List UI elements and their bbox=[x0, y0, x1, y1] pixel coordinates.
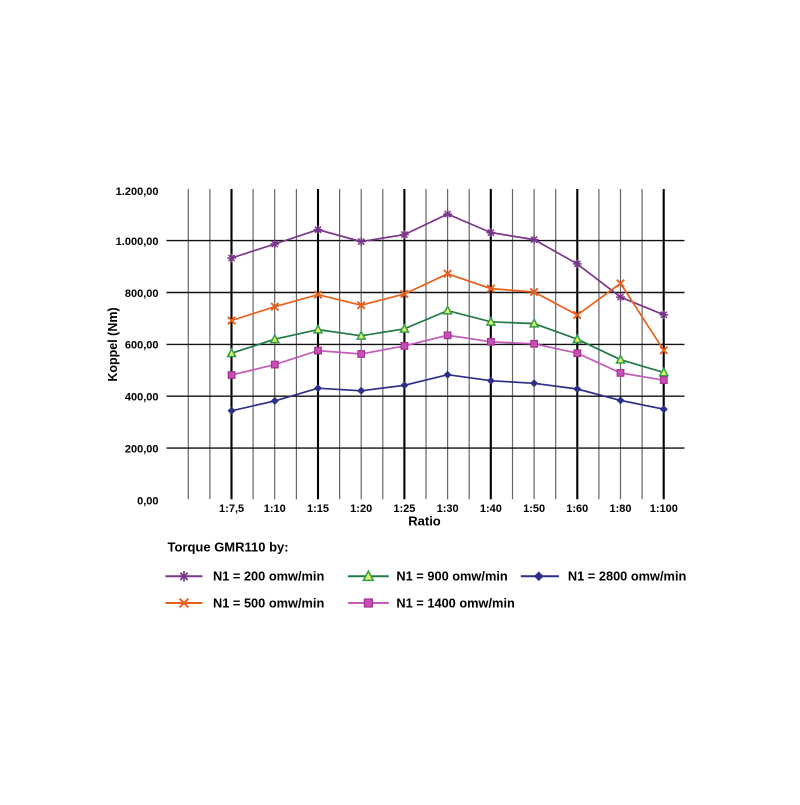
svg-text:600,00: 600,00 bbox=[125, 340, 159, 352]
svg-text:1:50: 1:50 bbox=[523, 503, 545, 515]
svg-text:1:15: 1:15 bbox=[307, 503, 329, 515]
svg-text:1.000,00: 1.000,00 bbox=[116, 236, 159, 248]
svg-text:1:20: 1:20 bbox=[350, 503, 372, 515]
svg-text:N1 = 500 omw/min: N1 = 500 omw/min bbox=[213, 595, 324, 610]
svg-text:N1 = 2800 omw/min: N1 = 2800 omw/min bbox=[568, 569, 687, 584]
svg-text:1:7,5: 1:7,5 bbox=[219, 503, 244, 515]
svg-text:0,00: 0,00 bbox=[137, 495, 158, 507]
svg-text:1:100: 1:100 bbox=[650, 503, 678, 515]
svg-text:800,00: 800,00 bbox=[125, 288, 159, 300]
svg-text:N1 = 200 omw/min: N1 = 200 omw/min bbox=[213, 569, 324, 584]
svg-text:1:40: 1:40 bbox=[480, 503, 502, 515]
svg-text:N1 = 1400 omw/min: N1 = 1400 omw/min bbox=[396, 595, 515, 610]
svg-text:Ratio: Ratio bbox=[408, 514, 441, 529]
svg-text:1:80: 1:80 bbox=[609, 503, 631, 515]
svg-text:Torque GMR110 by:: Torque GMR110 by: bbox=[168, 540, 289, 555]
svg-text:N1 = 900 omw/min: N1 = 900 omw/min bbox=[396, 569, 507, 584]
svg-text:1.200,00: 1.200,00 bbox=[116, 186, 159, 198]
svg-text:Koppel (Nm): Koppel (Nm) bbox=[106, 307, 120, 381]
svg-text:200,00: 200,00 bbox=[125, 443, 159, 455]
svg-text:1:25: 1:25 bbox=[393, 503, 415, 515]
svg-text:1:10: 1:10 bbox=[264, 503, 286, 515]
svg-text:1:30: 1:30 bbox=[437, 503, 459, 515]
svg-text:400,00: 400,00 bbox=[125, 392, 159, 404]
svg-text:1:60: 1:60 bbox=[566, 503, 588, 515]
